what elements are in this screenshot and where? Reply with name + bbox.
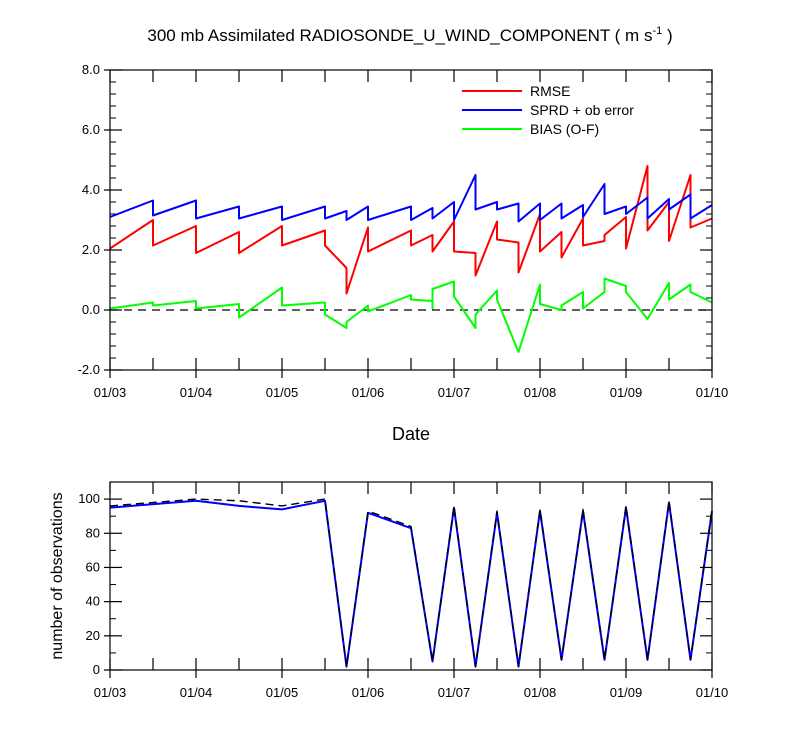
bottom-panel: 01/03 01/04 01/05 01/06 01/07 01/08 01/09 01/10… [78, 481, 729, 700]
bottom-y-tick-label: 20 [86, 628, 100, 643]
top-y-tick-label: 8.0 [82, 62, 100, 77]
series-line-observations-total [109, 498, 713, 668]
legend-label-sprd-ob-error: SPRD + ob error [530, 102, 634, 118]
bottom-x-tick-label: 01/05 [266, 685, 299, 700]
legend-label-rmse: RMSE [530, 83, 570, 99]
top-y-tick-label: 0.0 [82, 302, 100, 317]
series-line-observations-assimilated [109, 499, 713, 668]
bottom-x-tick-label: 01/06 [352, 685, 385, 700]
chart-title-main: 300 mb Assimilated RADIOSONDE_U_WIND_COM… [147, 26, 652, 45]
series-line-sprd-ob-error [109, 174, 713, 223]
top-x-tick-label: 01/06 [352, 385, 385, 400]
top-y-tick-label: 6.0 [82, 122, 100, 137]
bottom-y-tick-label: 60 [86, 559, 100, 574]
series-line-bias-o-f [109, 277, 713, 353]
bottom-plot-frame [109, 481, 713, 671]
bottom-x-tick-label: 01/10 [696, 685, 729, 700]
chart-title: 300 mb Assimilated RADIOSONDE_U_WIND_COM… [147, 25, 672, 45]
top-y-tick-label: -2.0 [78, 362, 100, 377]
bottom-series-group [109, 498, 713, 668]
x-axis-label: Date [392, 424, 430, 444]
bottom-x-tick-label: 01/07 [438, 685, 471, 700]
bottom-x-tick-label: 01/03 [94, 685, 127, 700]
top-x-tick-label: 01/04 [180, 385, 213, 400]
top-x-tick-label: 01/08 [524, 385, 557, 400]
top-y-tick-label: 2.0 [82, 242, 100, 257]
top-x-tick-label: 01/07 [438, 385, 471, 400]
top-x-tick-label: 01/05 [266, 385, 299, 400]
bottom-y-tick-label: 100 [78, 491, 100, 506]
bottom-y-tick-label: 40 [86, 594, 100, 609]
bottom-ticks: 01/03 01/04 01/05 01/06 01/07 01/08 01/09 01/10… [78, 481, 729, 700]
top-series-group [109, 165, 713, 353]
top-x-tick-label: 01/09 [610, 385, 643, 400]
bottom-y-tick-label: 80 [86, 525, 100, 540]
top-x-tick-label: 01/10 [696, 385, 729, 400]
series-line-rmse [109, 165, 713, 295]
top-x-tick-label: 01/03 [94, 385, 127, 400]
chart-title-end: ) [662, 26, 672, 45]
top-panel: 01/03 01/04 01/05 01/06 01/07 01/08 01/09 01/10… [78, 62, 729, 400]
legend-label-bias-o-f: BIAS (O-F) [530, 121, 599, 137]
bottom-x-tick-label: 01/08 [524, 685, 557, 700]
y-axis-label-observations: number of observations [49, 492, 66, 659]
bottom-y-tick-label: 0 [93, 662, 100, 677]
bottom-x-tick-label: 01/04 [180, 685, 213, 700]
top-ticks: 01/03 01/04 01/05 01/06 01/07 01/08 01/09 01/10… [78, 62, 729, 400]
chart-title-superscript: -1 [652, 25, 662, 37]
legend: RMSE SPRD + ob error BIAS (O-F) [462, 83, 634, 137]
bottom-x-tick-label: 01/09 [610, 685, 643, 700]
top-y-tick-label: 4.0 [82, 182, 100, 197]
